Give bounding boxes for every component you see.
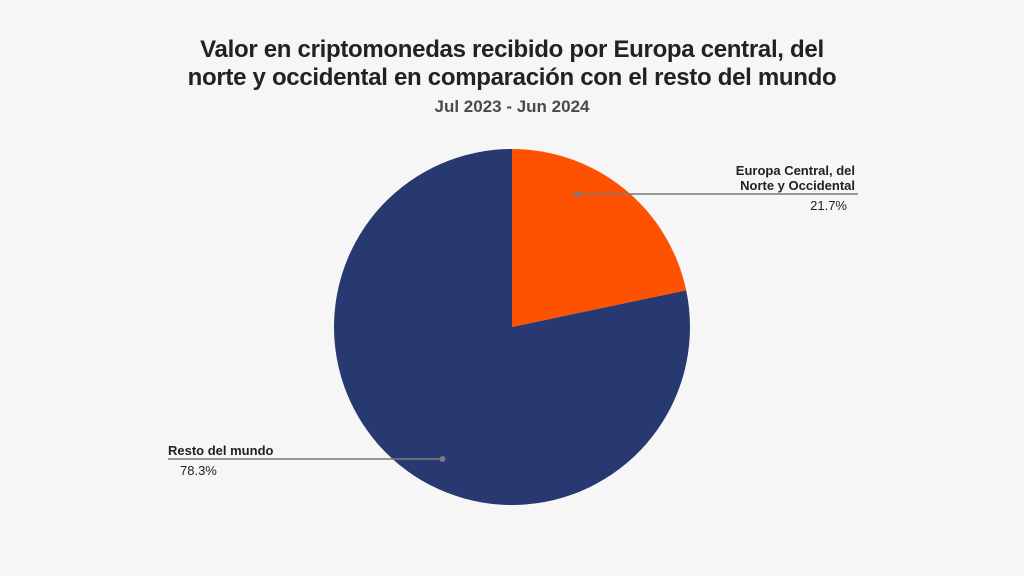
pie-slice-europa: [512, 149, 687, 327]
chart-title-line-2: norte y occidental en comparación con el…: [187, 64, 837, 91]
slice-value-label: 21.7%: [810, 198, 847, 213]
pie-slice-resto-del-mundo: [334, 149, 690, 505]
slice-label: Resto del mundo: [168, 443, 274, 458]
slice-label: Europa Central, del: [736, 163, 855, 178]
slice-label: Norte y Occidental: [740, 178, 855, 193]
chart-title: Valor en criptomonedas recibido por Euro…: [0, 36, 1024, 92]
slice-value-label: 78.3%: [180, 463, 217, 478]
chart-title-line-1: Valor en criptomonedas recibido por Euro…: [200, 36, 824, 63]
chart-subtitle: Jul 2023 - Jun 2024: [434, 97, 590, 116]
